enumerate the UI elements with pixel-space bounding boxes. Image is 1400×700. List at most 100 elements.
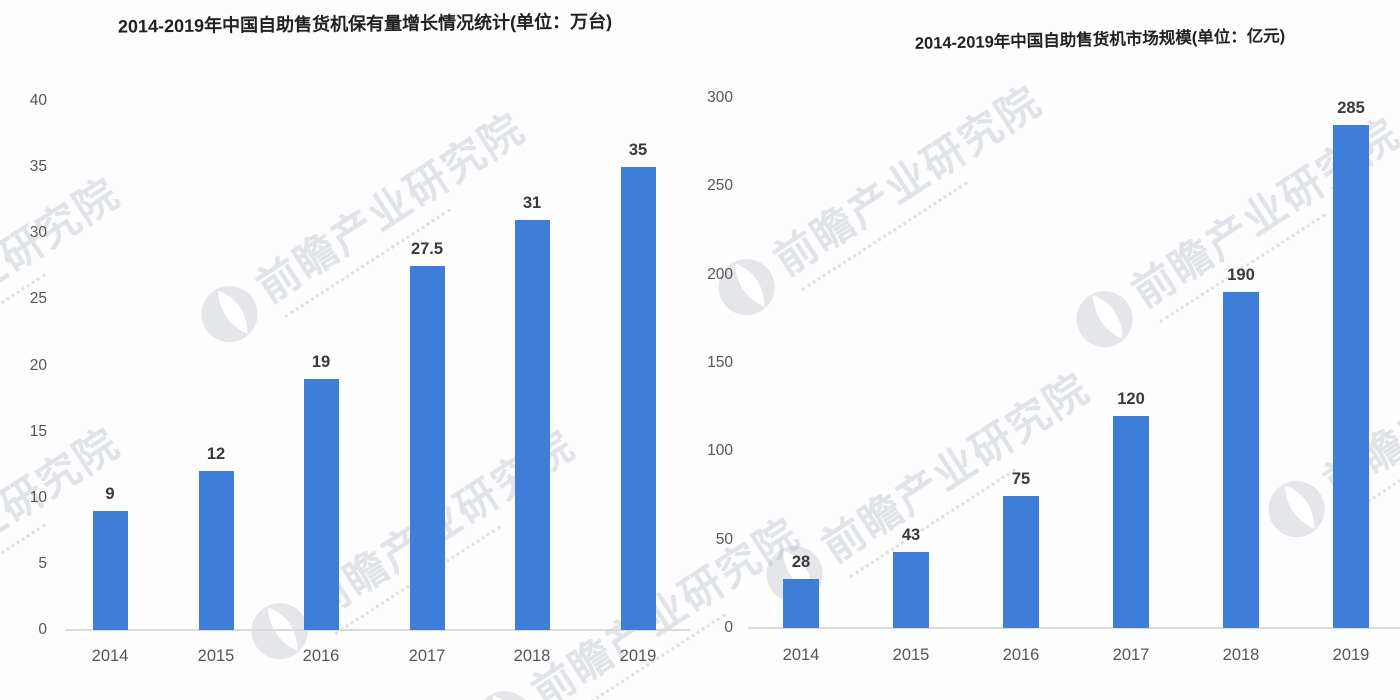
bar [620,167,656,630]
watermark-text: 前瞻产业研究院 [298,421,583,629]
watermark-text-block: 前瞻产业研究院 [0,161,134,387]
x-axis-category-label: 2018 [1222,646,1260,664]
x-axis-category-label: 2019 [1332,646,1370,664]
bar-value-label: 75 [1011,469,1031,488]
chart-title-holdings: 2014-2019年中国自助售货机保有量增长情况统计(单位：万台) [117,11,613,37]
watermark-text-block: 前瞻产业研究院 [808,356,1104,582]
bar-value-label: 9 [105,484,115,503]
watermark: 前瞻产业研究院 [461,501,814,700]
watermark: 前瞻产业研究院 [0,161,134,424]
y-axis-tick-label: 0 [724,619,733,636]
x-axis-category-label: 2014 [91,647,129,665]
bar [92,510,128,630]
bar [1113,416,1149,628]
watermark-text: 前瞻产业研究院 [1315,299,1400,507]
bar [303,378,339,630]
watermark-text: 前瞻产业研究院 [765,77,1050,285]
x-axis-category-label: 2015 [197,647,235,665]
watermark-subtext-line [801,181,969,292]
bar [893,552,929,628]
bar [783,578,819,628]
x-axis-category-label: 2016 [1002,646,1040,664]
bar [514,220,550,630]
y-axis-tick-label: 150 [707,354,733,371]
qianzhan-circle-logo-icon [1256,469,1336,549]
bar-value-label: 12 [206,445,226,464]
y-axis-tick-label: 5 [38,554,47,572]
x-axis-category-label: 2017 [1112,646,1150,664]
y-axis-tick-label: 200 [707,265,733,283]
bar-value-label: 35 [628,141,648,160]
bar [409,266,445,630]
watermark-text-block: 前瞻产业研究院 [518,501,814,700]
watermark-subtext-line [1351,403,1400,514]
watermark-subtext-line [559,613,727,700]
bar-value-label: 285 [1337,98,1365,117]
watermark-text: 前瞻产业研究院 [1123,109,1400,317]
y-axis-tick-label: 40 [29,92,47,109]
watermark-subtext-line [849,468,1017,579]
y-axis-tick-label: 50 [715,530,733,548]
qianzhan-circle-logo-icon [239,591,319,671]
watermark-text-block: 前瞻产业研究院 [0,411,134,637]
watermark-text-block: 前瞻产业研究院 [293,413,589,639]
watermark-text: 前瞻产业研究院 [248,104,533,312]
watermark-subtext-line [0,523,47,634]
watermark-text-block: 前瞻产业研究院 [243,96,539,322]
watermark: 前瞻产业研究院 [703,69,1056,332]
chart-title-market-size: 2014-2019年中国自助售货机市场规模(单位：亿元) [914,27,1286,53]
watermark-text-block: 前瞻产业研究院 [760,69,1056,295]
watermark-subtext-line [334,525,502,636]
y-axis-tick-label: 15 [29,422,47,440]
watermark-text: 前瞻产业研究院 [813,364,1098,572]
y-axis-tick-label: 300 [707,89,733,106]
bar [1333,124,1369,628]
y-axis-tick-label: 20 [29,356,47,374]
bar-value-label: 120 [1117,390,1145,408]
bar-value-label: 28 [791,552,811,571]
bar [1223,292,1259,628]
watermark-subtext-line [0,273,47,384]
x-axis-category-label: 2014 [782,646,820,664]
qianzhan-circle-logo-icon [1064,279,1144,359]
x-axis-line [748,627,1400,629]
watermark: 前瞻产业研究院 [236,413,589,676]
watermark-text: 前瞻产业研究院 [0,169,128,377]
watermark: 前瞻产业研究院 [186,96,539,359]
bar-value-label: 190 [1227,266,1255,285]
bar [1003,495,1039,628]
y-axis-tick-label: 10 [29,488,47,506]
y-axis-tick-label: 25 [29,290,47,308]
watermark-text-block: 前瞻产业研究院 [1310,291,1400,517]
x-axis-category-label: 2016 [302,647,340,665]
x-axis-category-label: 2019 [619,647,657,665]
watermark: 前瞻产业研究院 [0,411,134,674]
qianzhan-circle-logo-icon [754,534,834,614]
y-axis-tick-label: 100 [707,442,733,460]
watermark: 前瞻产业研究院 [1061,101,1400,364]
watermark: 前瞻产业研究院 [751,356,1104,619]
bar-value-label: 31 [522,194,542,213]
x-axis-category-label: 2018 [513,647,551,665]
qianzhan-circle-logo-icon [189,274,269,354]
watermark-subtext-line [284,208,452,319]
x-axis-category-label: 2015 [892,646,930,664]
bar-value-label: 43 [901,526,921,545]
bar [198,471,234,630]
y-axis-tick-label: 35 [29,158,47,176]
qianzhan-circle-logo-icon [706,247,786,327]
bar-value-label: 19 [311,352,331,371]
x-axis-line [65,629,690,631]
watermark: 前瞻产业研究院 [1253,291,1400,554]
watermark-text-block: 前瞻产业研究院 [1118,101,1400,327]
bar-value-label: 27.5 [410,240,444,259]
y-axis-tick-label: 30 [29,224,47,242]
watermark-text: 前瞻产业研究院 [523,509,808,700]
y-axis-tick-label: 250 [707,177,733,195]
y-axis-tick-label: 0 [38,621,47,638]
qianzhan-circle-logo-icon [464,679,544,700]
watermark-text: 前瞻产业研究院 [0,419,128,627]
